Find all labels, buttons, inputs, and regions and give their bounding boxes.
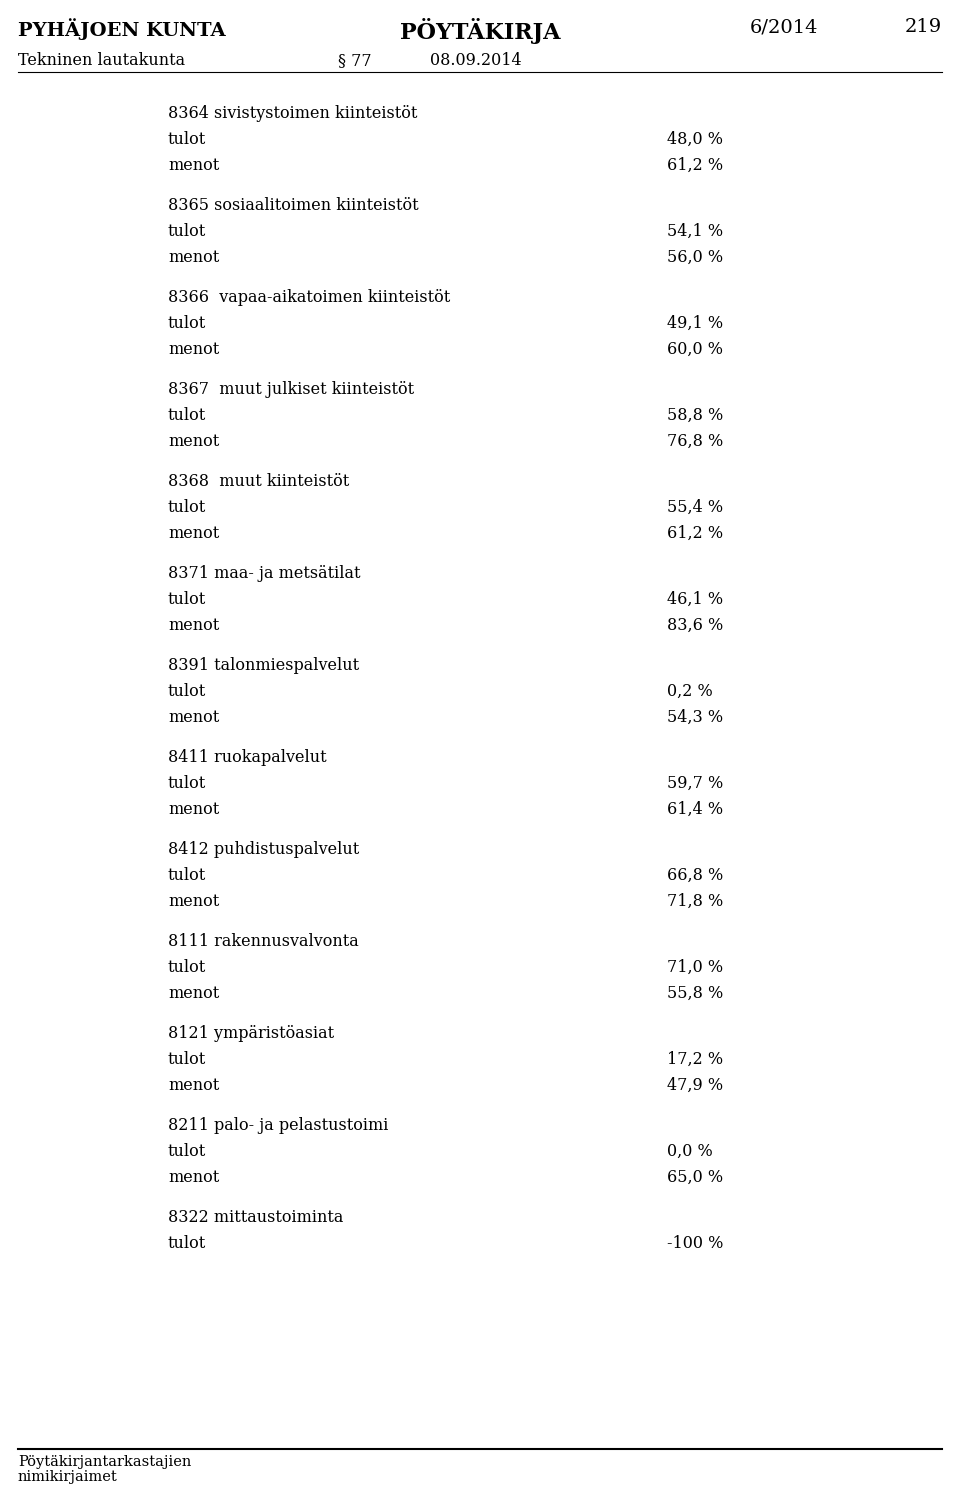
Text: 61,2 %: 61,2 %	[667, 156, 723, 174]
Text: 48,0 %: 48,0 %	[667, 131, 723, 147]
Text: 219: 219	[904, 18, 942, 36]
Text: 76,8 %: 76,8 %	[667, 433, 724, 450]
Text: 59,7 %: 59,7 %	[667, 774, 724, 792]
Text: § 77: § 77	[338, 52, 372, 68]
Text: tulot: tulot	[168, 223, 206, 240]
Text: menot: menot	[168, 1077, 219, 1094]
Text: tulot: tulot	[168, 131, 206, 147]
Text: menot: menot	[168, 341, 219, 357]
Text: tulot: tulot	[168, 1234, 206, 1252]
Text: tulot: tulot	[168, 683, 206, 700]
Text: 66,8 %: 66,8 %	[667, 867, 724, 884]
Text: tulot: tulot	[168, 499, 206, 517]
Text: PÖYTÄKIRJA: PÖYTÄKIRJA	[399, 18, 561, 45]
Text: 54,1 %: 54,1 %	[667, 223, 723, 240]
Text: 65,0 %: 65,0 %	[667, 1169, 723, 1187]
Text: 0,0 %: 0,0 %	[667, 1144, 713, 1160]
Text: 6/2014: 6/2014	[750, 18, 819, 36]
Text: 8366  vapaa-aikatoimen kiinteistöt: 8366 vapaa-aikatoimen kiinteistöt	[168, 289, 450, 307]
Text: menot: menot	[168, 1169, 219, 1187]
Text: 83,6 %: 83,6 %	[667, 616, 724, 634]
Text: menot: menot	[168, 156, 219, 174]
Text: tulot: tulot	[168, 1144, 206, 1160]
Text: 55,8 %: 55,8 %	[667, 986, 724, 1002]
Text: menot: menot	[168, 433, 219, 450]
Text: Pöytäkirjantarkastajien: Pöytäkirjantarkastajien	[18, 1455, 191, 1470]
Text: 8391 talonmiespalvelut: 8391 talonmiespalvelut	[168, 657, 359, 675]
Text: menot: menot	[168, 526, 219, 542]
Text: menot: menot	[168, 616, 219, 634]
Text: 8365 sosiaalitoimen kiinteistöt: 8365 sosiaalitoimen kiinteistöt	[168, 197, 419, 214]
Text: 71,8 %: 71,8 %	[667, 893, 724, 910]
Text: 17,2 %: 17,2 %	[667, 1051, 723, 1068]
Text: tulot: tulot	[168, 774, 206, 792]
Text: 60,0 %: 60,0 %	[667, 341, 723, 357]
Text: 71,0 %: 71,0 %	[667, 959, 723, 975]
Text: PYHÄJOEN KUNTA: PYHÄJOEN KUNTA	[18, 18, 226, 40]
Text: 54,3 %: 54,3 %	[667, 709, 723, 727]
Text: 47,9 %: 47,9 %	[667, 1077, 723, 1094]
Text: tulot: tulot	[168, 591, 206, 608]
Text: 8322 mittaustoiminta: 8322 mittaustoiminta	[168, 1209, 344, 1225]
Text: 8411 ruokapalvelut: 8411 ruokapalvelut	[168, 749, 326, 765]
Text: 61,4 %: 61,4 %	[667, 801, 723, 817]
Text: 58,8 %: 58,8 %	[667, 406, 724, 424]
Text: menot: menot	[168, 249, 219, 267]
Text: tulot: tulot	[168, 959, 206, 975]
Text: Tekninen lautakunta: Tekninen lautakunta	[18, 52, 185, 68]
Text: 8364 sivistystoimen kiinteistöt: 8364 sivistystoimen kiinteistöt	[168, 106, 418, 122]
Text: 8211 palo- ja pelastustoimi: 8211 palo- ja pelastustoimi	[168, 1117, 389, 1135]
Text: menot: menot	[168, 893, 219, 910]
Text: menot: menot	[168, 801, 219, 817]
Text: 08.09.2014: 08.09.2014	[430, 52, 521, 68]
Text: 49,1 %: 49,1 %	[667, 316, 723, 332]
Text: 56,0 %: 56,0 %	[667, 249, 723, 267]
Text: 8111 rakennusvalvonta: 8111 rakennusvalvonta	[168, 934, 359, 950]
Text: menot: menot	[168, 986, 219, 1002]
Text: 8371 maa- ja metsätilat: 8371 maa- ja metsätilat	[168, 564, 361, 582]
Text: 8367  muut julkiset kiinteistöt: 8367 muut julkiset kiinteistöt	[168, 381, 414, 398]
Text: -100 %: -100 %	[667, 1234, 724, 1252]
Text: tulot: tulot	[168, 316, 206, 332]
Text: 8368  muut kiinteistöt: 8368 muut kiinteistöt	[168, 474, 349, 490]
Text: tulot: tulot	[168, 406, 206, 424]
Text: 55,4 %: 55,4 %	[667, 499, 723, 517]
Text: 61,2 %: 61,2 %	[667, 526, 723, 542]
Text: nimikirjaimet: nimikirjaimet	[18, 1470, 118, 1485]
Text: tulot: tulot	[168, 867, 206, 884]
Text: tulot: tulot	[168, 1051, 206, 1068]
Text: 0,2 %: 0,2 %	[667, 683, 713, 700]
Text: 46,1 %: 46,1 %	[667, 591, 723, 608]
Text: menot: menot	[168, 709, 219, 727]
Text: 8412 puhdistuspalvelut: 8412 puhdistuspalvelut	[168, 841, 359, 858]
Text: 8121 ympäristöasiat: 8121 ympäristöasiat	[168, 1024, 334, 1042]
